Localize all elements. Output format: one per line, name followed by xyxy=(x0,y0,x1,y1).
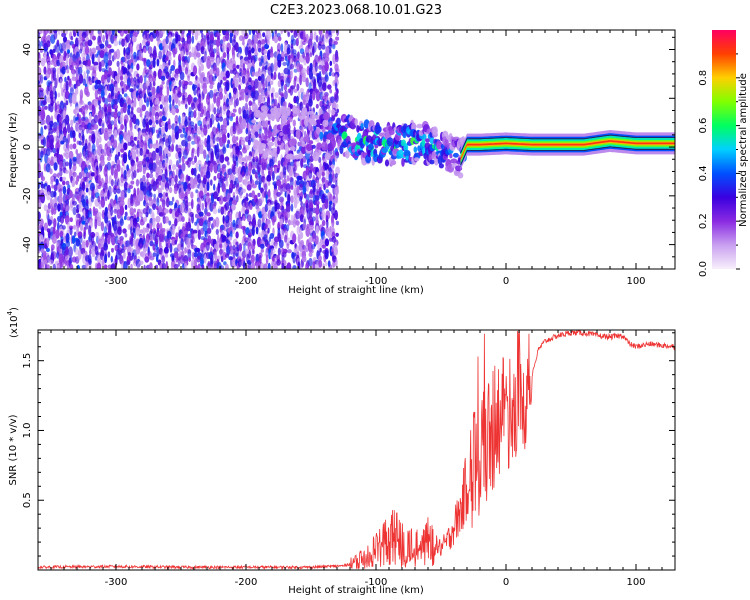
spectrogram-ylabel: Frequency (Hz) xyxy=(8,112,19,188)
spectrogram-frame xyxy=(37,29,676,270)
spectrogram-y-tick-label: 0 xyxy=(22,144,33,150)
spectrogram-x-tick-label: -300 xyxy=(105,276,128,287)
colorbar-label: Normalized spectral amplitude xyxy=(738,73,749,227)
snr-xlabel: Height of straight line (km) xyxy=(288,585,424,596)
snr-frame xyxy=(37,329,676,571)
spectrogram-y-tick-label: 40 xyxy=(22,43,33,56)
colorbar: 0.0 0.2 0.4 0.6 0.8 Normalized spectral ampl… xyxy=(698,30,749,277)
spectrogram-x-tick-label: -200 xyxy=(235,276,258,287)
snr-x-tick-label: -300 xyxy=(105,577,128,588)
spectrogram-xlabel: Height of straight line (km) xyxy=(288,285,424,296)
colorbar-bar xyxy=(712,30,736,269)
spectrogram-noise-cells xyxy=(38,30,341,269)
spectrogram-y-axis: -40 -20 0 20 40 xyxy=(22,36,675,270)
colorbar-tick-label: 0.6 xyxy=(698,118,709,134)
colorbar-tick-label: 0.8 xyxy=(698,70,709,86)
snr-y-tick-label: 1.0 xyxy=(22,423,33,439)
snr-ylabel: SNR (10 * v/v) xyxy=(8,414,19,485)
snr-multiplier: (x104) xyxy=(6,307,20,338)
snr-x-tick-label: 0 xyxy=(503,577,509,588)
spectrogram-x-tick-label: 100 xyxy=(626,276,645,287)
spectrogram-y-tick-label: -40 xyxy=(22,236,33,252)
snr-x-tick-label: -200 xyxy=(235,577,258,588)
snr-y-tick-label: 1.5 xyxy=(22,353,33,369)
snr-x-tick-label: 100 xyxy=(626,577,645,588)
colorbar-tick-label: 0.2 xyxy=(698,213,709,229)
spectrogram-x-axis: -300 -200 -100 0 100 xyxy=(50,30,676,287)
snr-y-tick-label: 0.5 xyxy=(22,492,33,508)
spectrogram-x-tick-label: -100 xyxy=(365,276,388,287)
spectrogram-y-tick-label: -20 xyxy=(22,188,33,204)
snr-x-tick-label: -100 xyxy=(365,577,388,588)
figure-title: C2E3.2023.068.10.01.G23 xyxy=(270,3,442,18)
colorbar-tick-label: 0.4 xyxy=(698,165,709,181)
colorbar-ticks: 0.0 0.2 0.4 0.6 0.8 xyxy=(698,53,740,277)
snr-multiplier-exp: 4 xyxy=(6,310,14,315)
snr-panel: -300 -200 -100 0 100 0.5 1.0 1.5 Height of str… xyxy=(6,307,676,596)
spectrogram-signal-track xyxy=(250,103,675,179)
snr-x-axis: -300 -200 -100 0 100 xyxy=(50,330,676,588)
colorbar-tick-label: 0.0 xyxy=(698,261,709,277)
snr-multiplier-label: (x10 xyxy=(9,315,20,338)
spectrogram-x-tick-label: 0 xyxy=(503,276,509,287)
spectrogram-y-tick-label: 20 xyxy=(22,92,33,105)
snr-series-line xyxy=(38,330,675,570)
svg-text:(x104): (x104) xyxy=(6,307,20,338)
snr-y-axis: 0.5 1.0 1.5 xyxy=(22,332,675,557)
